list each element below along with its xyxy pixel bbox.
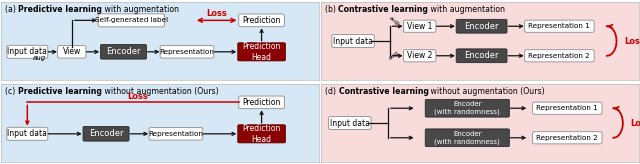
FancyBboxPatch shape xyxy=(239,96,284,109)
FancyBboxPatch shape xyxy=(99,14,164,27)
Text: Input data: Input data xyxy=(8,47,47,56)
FancyBboxPatch shape xyxy=(403,50,436,62)
FancyBboxPatch shape xyxy=(100,45,147,59)
Text: Representation 2: Representation 2 xyxy=(529,53,590,59)
Text: (c): (c) xyxy=(5,87,18,96)
Text: Encoder: Encoder xyxy=(89,129,124,138)
Text: Encoder
(with randomness): Encoder (with randomness) xyxy=(435,131,500,145)
Text: View: View xyxy=(63,47,81,56)
Text: without augmentation (Ours): without augmentation (Ours) xyxy=(102,87,218,96)
Text: Contrastive learning: Contrastive learning xyxy=(339,5,428,14)
FancyBboxPatch shape xyxy=(532,102,602,114)
Text: Representation 1: Representation 1 xyxy=(529,23,590,29)
FancyBboxPatch shape xyxy=(425,129,509,147)
Text: with augmentation: with augmentation xyxy=(102,5,179,14)
FancyBboxPatch shape xyxy=(239,14,284,27)
Text: Representation 2: Representation 2 xyxy=(536,135,598,141)
FancyBboxPatch shape xyxy=(425,99,509,117)
Text: Encoder: Encoder xyxy=(106,47,141,56)
Text: Prediction
Head: Prediction Head xyxy=(243,42,281,62)
Text: Encoder: Encoder xyxy=(465,22,499,31)
Text: (a): (a) xyxy=(5,5,19,14)
Text: Input data: Input data xyxy=(333,37,373,45)
FancyBboxPatch shape xyxy=(332,34,374,48)
FancyBboxPatch shape xyxy=(238,125,285,143)
Text: Input data: Input data xyxy=(8,129,47,138)
FancyBboxPatch shape xyxy=(525,50,594,62)
Text: Contrastive learning: Contrastive learning xyxy=(339,87,428,96)
Text: with augmentation: with augmentation xyxy=(428,5,506,14)
Text: Representation: Representation xyxy=(159,49,214,55)
Text: without augmentation (Ours): without augmentation (Ours) xyxy=(428,87,545,96)
Text: Loss: Loss xyxy=(127,92,148,101)
Text: Representation 1: Representation 1 xyxy=(536,105,598,111)
Text: Prediction
Head: Prediction Head xyxy=(243,124,281,144)
FancyBboxPatch shape xyxy=(238,43,285,61)
Text: aug: aug xyxy=(387,15,400,26)
Text: View 1: View 1 xyxy=(407,22,433,31)
FancyBboxPatch shape xyxy=(58,46,86,58)
Text: Encoder: Encoder xyxy=(465,51,499,60)
Text: View 2: View 2 xyxy=(407,51,433,60)
Text: Representation: Representation xyxy=(148,131,204,137)
Text: Loss: Loss xyxy=(630,119,640,127)
Text: Prediction: Prediction xyxy=(243,16,281,25)
Text: Prediction: Prediction xyxy=(243,98,281,107)
Text: Loss: Loss xyxy=(206,9,227,18)
FancyBboxPatch shape xyxy=(525,20,594,32)
FancyBboxPatch shape xyxy=(456,49,507,63)
FancyBboxPatch shape xyxy=(532,132,602,144)
Text: Predictive learning: Predictive learning xyxy=(18,87,102,96)
Text: (b): (b) xyxy=(325,5,339,14)
FancyBboxPatch shape xyxy=(403,20,436,32)
Text: Input data: Input data xyxy=(330,119,370,127)
Text: (d): (d) xyxy=(325,87,339,96)
Text: Loss: Loss xyxy=(625,37,640,45)
FancyBboxPatch shape xyxy=(7,127,48,140)
FancyBboxPatch shape xyxy=(7,45,48,58)
Text: Predictive learning: Predictive learning xyxy=(19,5,102,14)
Text: aug: aug xyxy=(33,55,45,61)
FancyBboxPatch shape xyxy=(456,19,507,33)
Text: Self-generated label: Self-generated label xyxy=(95,17,168,23)
FancyBboxPatch shape xyxy=(83,127,129,141)
FancyBboxPatch shape xyxy=(149,128,203,140)
FancyBboxPatch shape xyxy=(328,116,371,130)
Text: aug: aug xyxy=(387,49,400,61)
FancyBboxPatch shape xyxy=(160,46,214,58)
Text: Encoder
(with randomness): Encoder (with randomness) xyxy=(435,101,500,115)
